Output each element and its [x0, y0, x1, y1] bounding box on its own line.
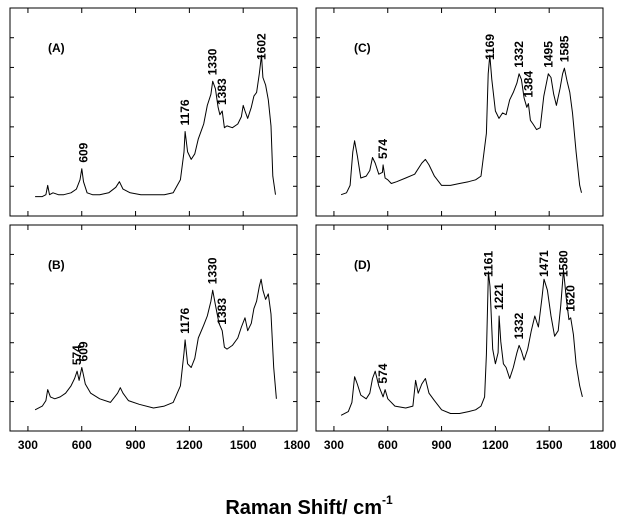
peak-label-d-1620: 1620	[564, 285, 578, 312]
panel-frame-d	[315, 224, 604, 432]
x-tick-label-d-1800: 1800	[590, 438, 617, 452]
panel-label-c: (C)	[354, 41, 371, 55]
x-tick-label-d-300: 300	[324, 438, 344, 452]
peak-label-a-1602: 1602	[254, 33, 268, 60]
spectrum-line-d	[340, 269, 583, 416]
peak-label-c-574: 574	[376, 139, 390, 159]
x-tick-label-d-900: 900	[432, 438, 452, 452]
peak-label-d-1161: 1161	[481, 251, 495, 277]
peak-label-c-1169: 1169	[483, 34, 497, 60]
x-axis-title: Raman Shift/ cm-1	[0, 493, 618, 520]
panels-group: (A) 609 1176 1330 1383 1602 (C) 574 1169 1332 1384…	[9, 7, 617, 452]
peak-label-d-1221: 1221	[492, 283, 506, 310]
panel-d: 300 600 900 1200 1500 1800 (D) 574 1161 1221 1332 1…	[315, 224, 617, 452]
x-tick-label-b-600: 600	[72, 438, 92, 452]
x-axis-title-superscript: -1	[382, 493, 393, 507]
x-tick-label-b-300: 300	[18, 438, 38, 452]
x-tick-label-d-1200: 1200	[482, 438, 509, 452]
panel-c: (C) 574 1169 1332 1384 1495 1585	[315, 7, 604, 217]
peak-label-a-1330: 1330	[206, 48, 220, 75]
panel-label-d: (D)	[354, 258, 371, 272]
peak-label-b-609: 609	[76, 341, 90, 361]
peak-label-c-1585: 1585	[557, 35, 571, 62]
peak-label-d-574: 574	[376, 363, 390, 383]
spectrum-line-a	[35, 54, 276, 198]
spectrum-line-b	[34, 278, 277, 411]
peak-label-c-1332: 1332	[512, 41, 526, 68]
peak-label-d-1471: 1471	[537, 250, 551, 277]
peak-label-d-1580: 1580	[557, 250, 571, 277]
peak-label-d-1332: 1332	[512, 312, 526, 339]
peak-label-c-1495: 1495	[541, 41, 555, 68]
panel-label-b: (B)	[48, 258, 65, 272]
panel-frame-b	[9, 224, 298, 432]
x-tick-label-b-1200: 1200	[176, 438, 203, 452]
spectrum-line-c	[340, 54, 582, 196]
x-tick-label-b-1800: 1800	[284, 438, 311, 452]
x-axis-title-text: Raman Shift/ cm	[225, 497, 383, 519]
x-tick-label-d-1500: 1500	[536, 438, 563, 452]
peak-label-a-1383: 1383	[215, 78, 229, 105]
peak-label-b-1176: 1176	[178, 308, 192, 334]
peak-label-a-609: 609	[76, 142, 90, 162]
x-tick-label-d-600: 600	[378, 438, 398, 452]
peak-label-b-1330: 1330	[206, 257, 220, 284]
peak-label-b-1383: 1383	[215, 298, 229, 325]
peak-label-c-1384: 1384	[521, 71, 535, 98]
panel-a: (A) 609 1176 1330 1383 1602	[9, 7, 298, 217]
peak-label-a-1176: 1176	[178, 99, 192, 125]
panel-label-a: (A)	[48, 41, 65, 55]
peak-label-b-574: 574	[70, 345, 84, 365]
x-tick-label-b-900: 900	[126, 438, 146, 452]
x-tick-label-b-1500: 1500	[230, 438, 257, 452]
panel-frame-a	[9, 7, 298, 217]
panel-frame-c	[315, 7, 604, 217]
